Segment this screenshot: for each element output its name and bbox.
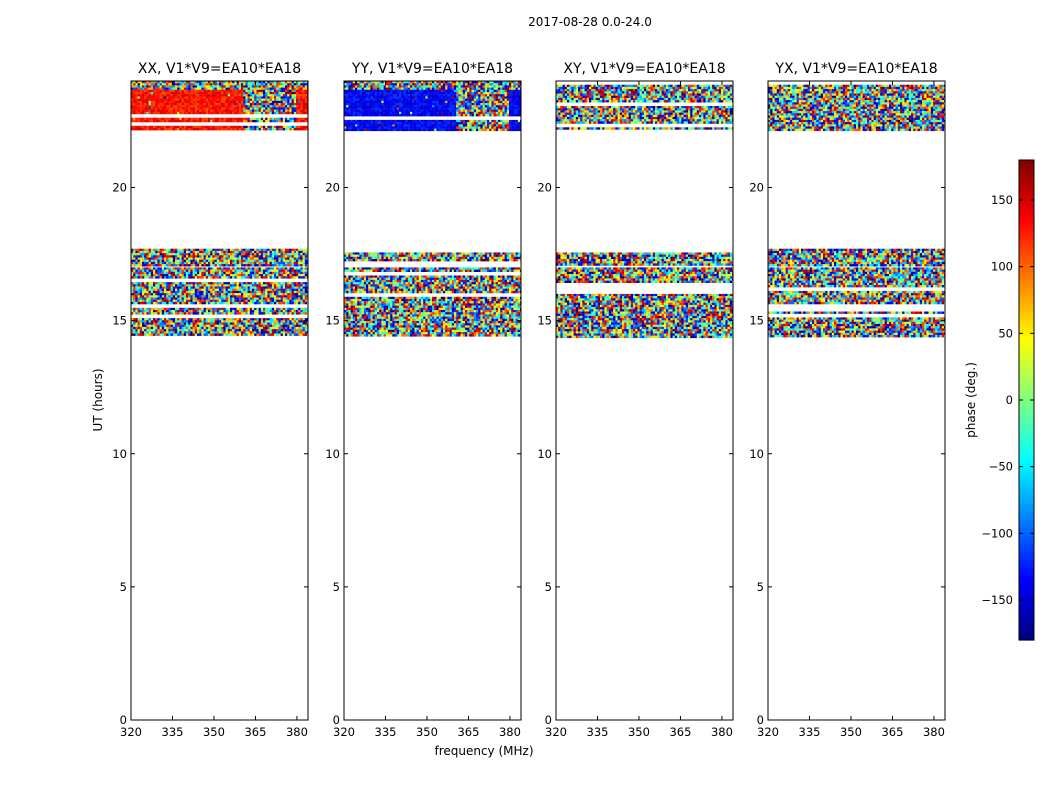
data-band-1 xyxy=(768,248,945,267)
x-tick-label: 350 xyxy=(416,725,438,739)
panel-title: YY, V1*V9=EA10*EA18 xyxy=(351,61,513,77)
data-band-1 xyxy=(131,248,308,267)
plot-frame xyxy=(555,80,734,721)
colorbar-tick-label: 150 xyxy=(991,193,1013,207)
x-tick-label: 320 xyxy=(545,725,567,739)
colorbar-tick-label: −100 xyxy=(981,526,1013,540)
x-tick-label: 335 xyxy=(799,725,821,739)
x-tick-label: 380 xyxy=(711,725,733,739)
heatmap-yx xyxy=(768,84,945,338)
x-tick-label: 380 xyxy=(923,725,945,739)
x-tick-label: 365 xyxy=(669,725,691,739)
y-tick-label: 20 xyxy=(537,181,552,195)
heatmap-yy xyxy=(344,81,521,337)
y-tick-label: 0 xyxy=(757,713,764,727)
y-tick-label: 15 xyxy=(749,314,764,328)
y-tick-label: 0 xyxy=(120,713,127,727)
y-tick-label: 5 xyxy=(757,580,764,594)
y-tick-label: 15 xyxy=(325,314,340,328)
plot-frame xyxy=(767,80,946,721)
plot-frame xyxy=(130,80,309,721)
colorbar-tick-label: 100 xyxy=(991,260,1013,274)
data-band-2 xyxy=(768,267,945,338)
x-tick-label: 335 xyxy=(162,725,184,739)
x-tick-label: 380 xyxy=(499,725,521,739)
panels: XX, V1*V9=EA10*EA18 320 335 350 365 380 0 5 10 15… xyxy=(112,61,946,739)
panel-yx: YX, V1*V9=EA10*EA18 320 335 350 365 380 0 5 10 15… xyxy=(749,61,946,739)
x-tick-label: 380 xyxy=(286,725,308,739)
x-tick-label: 365 xyxy=(881,725,903,739)
data-band-2 xyxy=(344,267,521,337)
x-tick-label: 335 xyxy=(587,725,609,739)
x-axis-label: frequency (MHz) xyxy=(434,744,533,758)
x-tick-label: 350 xyxy=(203,725,225,739)
y-tick-label: 20 xyxy=(112,181,127,195)
colorbar-tick-label: 50 xyxy=(998,326,1013,340)
y-tick-label: 10 xyxy=(749,447,764,461)
y-tick-label: 5 xyxy=(120,580,127,594)
panel-title: XX, V1*V9=EA10*EA18 xyxy=(138,61,301,77)
data-band-0 xyxy=(768,84,945,132)
y-tick-label: 10 xyxy=(325,447,340,461)
panel-yy: YY, V1*V9=EA10*EA18 320 335 350 365 380 0 5 10 15… xyxy=(325,61,522,739)
y-axis-label: UT (hours) xyxy=(91,368,105,431)
heatmap-xy xyxy=(556,84,733,339)
panel-xx: XX, V1*V9=EA10*EA18 320 335 350 365 380 0 5 10 15… xyxy=(112,61,309,739)
x-tick-label: 365 xyxy=(457,725,479,739)
y-tick-label: 15 xyxy=(537,314,552,328)
x-tick-label: 320 xyxy=(333,725,355,739)
x-tick-label: 320 xyxy=(757,725,779,739)
data-band-0 xyxy=(131,81,308,131)
colorbar-label: phase (deg.) xyxy=(964,362,978,438)
data-band-2 xyxy=(556,267,733,339)
y-tick-label: 20 xyxy=(749,181,764,195)
data-band-1 xyxy=(556,252,733,266)
x-tick-label: 365 xyxy=(244,725,266,739)
panel-xy: XY, V1*V9=EA10*EA18 320 335 350 365 380 0 5 10 15… xyxy=(537,61,734,739)
data-band-2 xyxy=(131,267,308,336)
figure-suptitle: 2017-08-28 0.0-24.0 xyxy=(528,15,652,29)
y-tick-label: 10 xyxy=(112,447,127,461)
y-tick-label: 5 xyxy=(333,580,340,594)
heatmap-xx xyxy=(131,81,308,336)
x-tick-label: 350 xyxy=(840,725,862,739)
x-tick-label: 335 xyxy=(375,725,397,739)
data-band-0 xyxy=(344,81,521,132)
y-tick-label: 0 xyxy=(545,713,552,727)
colorbar-tick-label: −50 xyxy=(989,460,1013,474)
panel-title: XY, V1*V9=EA10*EA18 xyxy=(563,61,725,77)
x-tick-label: 350 xyxy=(628,725,650,739)
y-tick-label: 20 xyxy=(325,181,340,195)
colorbar-gradient xyxy=(1019,160,1034,641)
y-tick-label: 5 xyxy=(545,580,552,594)
y-tick-label: 10 xyxy=(537,447,552,461)
panel-title: YX, V1*V9=EA10*EA18 xyxy=(774,61,937,77)
data-band-0 xyxy=(556,84,733,130)
data-band-1 xyxy=(344,252,521,262)
y-tick-label: 0 xyxy=(333,713,340,727)
plot-frame xyxy=(343,80,522,721)
colorbar: 150 100 50 0 −50 −100 −150 xyxy=(981,159,1035,641)
colorbar-tick-label: −150 xyxy=(981,593,1013,607)
x-tick-label: 320 xyxy=(120,725,142,739)
y-tick-label: 15 xyxy=(112,314,127,328)
colorbar-tick-label: 0 xyxy=(1006,393,1013,407)
